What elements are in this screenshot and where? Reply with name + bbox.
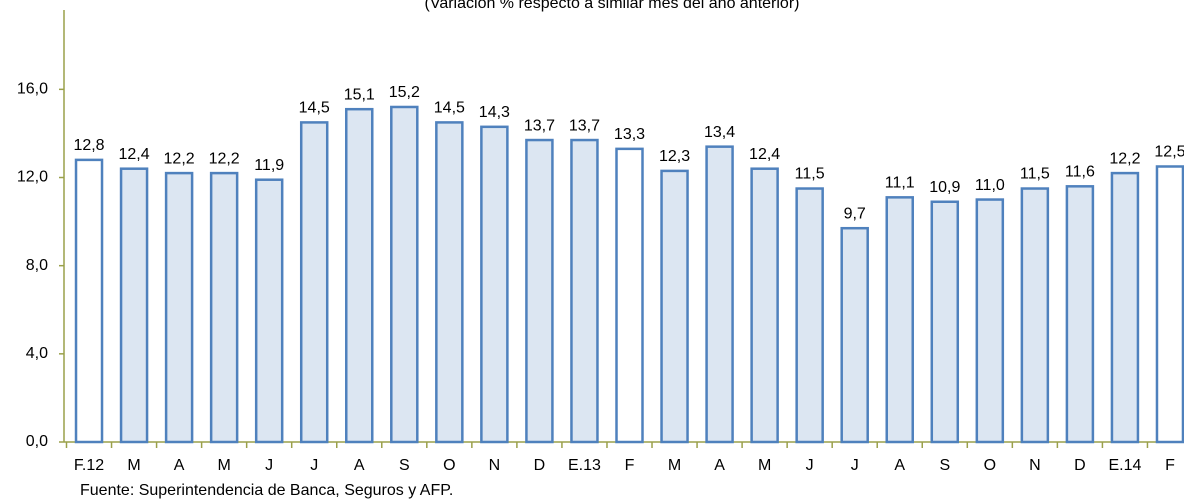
data-label: 14,3	[479, 104, 510, 121]
data-label: 12,2	[1109, 150, 1140, 167]
bar	[930, 200, 960, 444]
y-tick-label: 16,0	[17, 81, 48, 98]
data-label: 12,8	[73, 137, 104, 154]
data-label: 11,6	[1065, 164, 1095, 181]
data-label: 11,9	[254, 157, 284, 174]
bar	[480, 125, 509, 444]
data-label: 10,9	[929, 179, 960, 196]
chart-subtitle: (Variación % respecto a similar mes del …	[425, 0, 800, 12]
bar	[885, 196, 914, 444]
bar	[975, 198, 1005, 444]
bar	[840, 226, 869, 444]
data-label: 14,5	[434, 100, 465, 117]
x-tick-label: J	[851, 457, 859, 474]
x-tick-label: O	[443, 457, 455, 474]
x-tick-label: A	[174, 457, 185, 474]
x-tick-label: J	[265, 457, 273, 474]
x-tick-label: A	[714, 457, 725, 474]
bar	[345, 107, 374, 444]
bar	[795, 187, 824, 444]
data-label: 13,7	[569, 117, 600, 134]
data-label: 12,2	[164, 150, 195, 167]
x-tick-label: J	[310, 457, 318, 474]
data-label: 12,5	[1154, 144, 1184, 161]
data-label: 13,7	[524, 117, 555, 134]
x-tick-label: F	[625, 457, 635, 474]
data-label: 14,5	[299, 100, 330, 117]
source-note: Fuente: Superintendencia de Banca, Segur…	[80, 482, 453, 499]
x-tick-label: F	[1165, 457, 1175, 474]
x-tick-label: N	[489, 457, 501, 474]
data-label: 11,5	[795, 166, 825, 183]
bar	[299, 121, 329, 444]
data-label: 15,2	[389, 84, 420, 101]
bar	[119, 167, 149, 444]
y-tick-label: 12,0	[17, 169, 48, 186]
bar	[209, 171, 239, 444]
data-label: 12,4	[749, 146, 780, 163]
bar	[525, 138, 554, 444]
x-tick-label: M	[758, 457, 771, 474]
data-label: 13,4	[704, 124, 735, 141]
y-tick-label: 4,0	[26, 345, 48, 362]
data-label: 9,7	[844, 205, 866, 222]
bar	[1110, 171, 1140, 444]
bar	[1020, 187, 1050, 444]
x-tick-label: A	[354, 457, 365, 474]
data-label: 12,4	[118, 146, 149, 163]
y-tick-label: 8,0	[26, 257, 48, 274]
x-tick-label: D	[1074, 457, 1086, 474]
x-tick-label: E.14	[1108, 457, 1141, 474]
data-label: 13,3	[614, 126, 645, 143]
data-label: 11,1	[885, 175, 915, 192]
data-label: 12,2	[209, 150, 240, 167]
bar	[1065, 185, 1095, 444]
x-tick-label: J	[806, 457, 814, 474]
data-label: 11,5	[1020, 166, 1050, 183]
x-tick-label: D	[534, 457, 546, 474]
bar	[705, 145, 734, 444]
x-tick-label: E.13	[568, 457, 601, 474]
bar	[615, 147, 644, 444]
x-tick-label: O	[984, 457, 996, 474]
bar	[254, 178, 284, 444]
x-tick-label: A	[894, 457, 905, 474]
bar	[570, 138, 599, 444]
bar	[390, 105, 419, 444]
bar	[1155, 165, 1184, 444]
x-tick-label: S	[399, 457, 410, 474]
data-label: 11,0	[975, 177, 1005, 194]
x-tick-label: F.12	[74, 457, 104, 474]
bar	[435, 121, 464, 444]
bar	[74, 158, 104, 444]
bar	[750, 167, 779, 444]
x-tick-label: M	[668, 457, 681, 474]
data-label: 12,3	[659, 148, 690, 165]
x-tick-label: M	[217, 457, 230, 474]
bar	[164, 171, 194, 444]
y-tick-label: 0,0	[26, 433, 48, 450]
x-tick-label: N	[1029, 457, 1041, 474]
x-tick-label: M	[127, 457, 140, 474]
x-tick-label: S	[939, 457, 950, 474]
data-label: 15,1	[344, 86, 375, 103]
bar	[660, 169, 689, 444]
